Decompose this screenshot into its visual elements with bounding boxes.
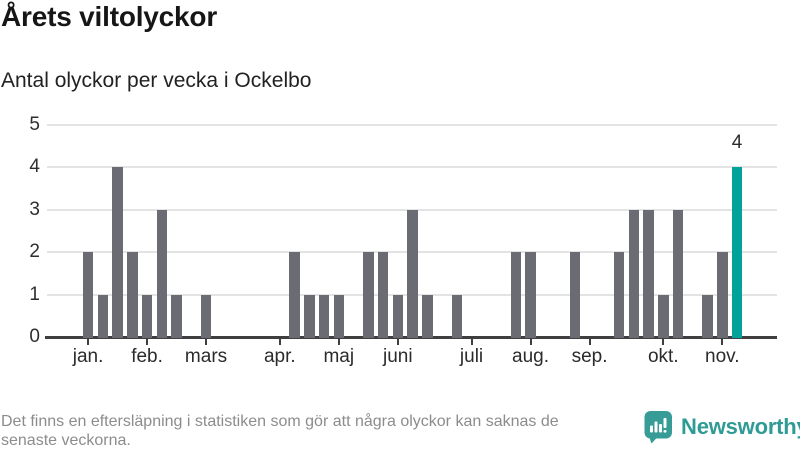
- x-axis-tick: [396, 338, 399, 345]
- gridline: [47, 124, 777, 126]
- bar-week-17: [318, 294, 330, 339]
- bar-week-39: [643, 209, 654, 339]
- x-axis-tick: [146, 338, 149, 345]
- page-title: Årets viltolyckor: [1, 1, 218, 32]
- chart-subtitle: Antal olyckor per vecka i Ockelbo: [1, 69, 312, 92]
- plot-area: 0 1 2 3 4 5 jan. feb. mars apr. maj juni juli aug. sep…: [29, 114, 777, 367]
- bar-week-9: [200, 294, 212, 339]
- bar-week-5: [141, 294, 153, 339]
- x-axis-tick: [278, 338, 281, 345]
- bar-week-1: [82, 252, 94, 339]
- newsworthy-chart-bubble-icon: [644, 411, 672, 444]
- x-axis-label: maj: [323, 346, 355, 367]
- bar-week-45-highlight: [731, 167, 743, 339]
- bar-week-2: [97, 294, 109, 339]
- x-axis-label: nov.: [705, 346, 740, 367]
- x-axis-label: juli: [459, 346, 484, 367]
- x-axis-label: apr.: [263, 346, 296, 367]
- bar-week-34: [569, 252, 581, 339]
- x-axis-label: juni: [383, 346, 413, 367]
- y-axis-label: 4: [29, 156, 40, 178]
- footer-disclaimer-line: senaste veckorna.: [1, 432, 131, 449]
- bar-week-31: [525, 252, 536, 339]
- bar-week-15: [289, 252, 300, 339]
- newsworthy-logo: Newsworthy: [644, 410, 800, 444]
- bar-week-16: [304, 294, 315, 339]
- x-axis-tick: [205, 338, 208, 345]
- bar-week-40: [658, 294, 669, 339]
- bar-week-37: [613, 252, 625, 339]
- x-axis-tick: [87, 338, 90, 345]
- bar-week-21: [377, 252, 389, 339]
- y-axis-label: 1: [29, 283, 40, 305]
- bar-value-label: 4: [731, 132, 743, 153]
- gridline: [47, 166, 777, 169]
- bar-week-6: [156, 209, 168, 339]
- x-axis-tick: [470, 338, 473, 345]
- bar-week-43: [702, 294, 713, 339]
- bar-week-23: [407, 209, 418, 339]
- y-axis-label: 0: [29, 326, 40, 347]
- bar-week-41: [672, 209, 684, 339]
- x-axis-label: sep.: [571, 346, 608, 367]
- y-axis-label: 2: [29, 241, 40, 263]
- bar-week-18: [333, 294, 345, 339]
- x-axis-tick: [662, 338, 665, 345]
- newsworthy-brand-name: Newsworthy: [681, 414, 800, 439]
- x-axis-label: mars: [184, 346, 228, 367]
- footer-disclaimer: Det finns en eftersläpning i statistiken…: [1, 412, 559, 450]
- bar-week-30: [510, 252, 522, 339]
- x-axis-label: okt.: [647, 346, 679, 367]
- x-axis-tick: [529, 338, 532, 345]
- bar-week-44: [717, 252, 728, 339]
- bar-week-22: [392, 294, 404, 339]
- x-axis-tick: [337, 338, 340, 345]
- x-axis-label: feb.: [131, 346, 163, 367]
- bar-week-4: [127, 252, 138, 339]
- bar-week-3: [112, 167, 123, 339]
- x-axis-tick: [721, 338, 724, 345]
- y-axis-label: 3: [29, 198, 40, 220]
- bar-week-24: [422, 294, 433, 339]
- bar-week-26: [451, 294, 463, 339]
- y-axis-label: 5: [29, 114, 40, 135]
- bar-week-38: [628, 209, 640, 339]
- x-axis-label: aug.: [512, 346, 550, 367]
- x-axis-label: jan.: [72, 346, 104, 367]
- bar-week-20: [363, 252, 374, 339]
- footer-disclaimer-line: Det finns en eftersläpning i statistiken…: [1, 413, 559, 430]
- x-axis-tick: [588, 338, 591, 345]
- bar-week-7: [171, 294, 182, 339]
